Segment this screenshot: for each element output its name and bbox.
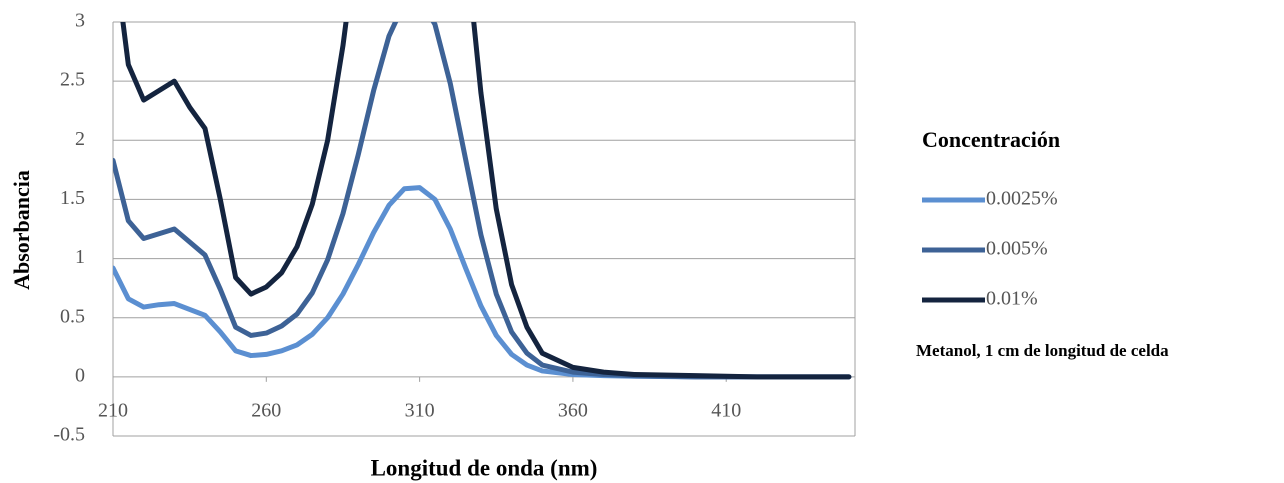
legend-title: Concentración	[922, 127, 1060, 152]
y-tick-label: -0.5	[53, 424, 85, 446]
legend-label: 0.0025%	[986, 188, 1058, 210]
y-axis-label: Absorbancia	[9, 170, 34, 290]
y-tick-label: 3	[75, 10, 85, 32]
series-line	[113, 22, 852, 380]
x-tick-label: 360	[558, 399, 588, 421]
plot-lines	[113, 22, 852, 380]
y-tick-label: 1.5	[60, 187, 85, 209]
y-tick-label: 0	[75, 364, 85, 386]
x-tick-label: 410	[711, 399, 741, 421]
y-tick-label: 0.5	[60, 305, 85, 327]
x-tick-label: 210	[98, 399, 128, 421]
series-line	[113, 185, 852, 380]
y-tick-label: 2.5	[60, 69, 85, 91]
series-line	[120, 22, 852, 380]
x-tick-label: 260	[251, 399, 281, 421]
y-tick-label: 1	[75, 246, 85, 268]
note: Metanol, 1 cm de longitud de celda	[916, 341, 1169, 360]
legend-label: 0.005%	[986, 238, 1048, 260]
x-tick-label: 310	[405, 399, 435, 421]
y-tick-label: 2	[75, 128, 85, 150]
x-axis-label: Longitud de onda (nm)	[371, 455, 598, 480]
legend-label: 0.01%	[986, 288, 1038, 310]
